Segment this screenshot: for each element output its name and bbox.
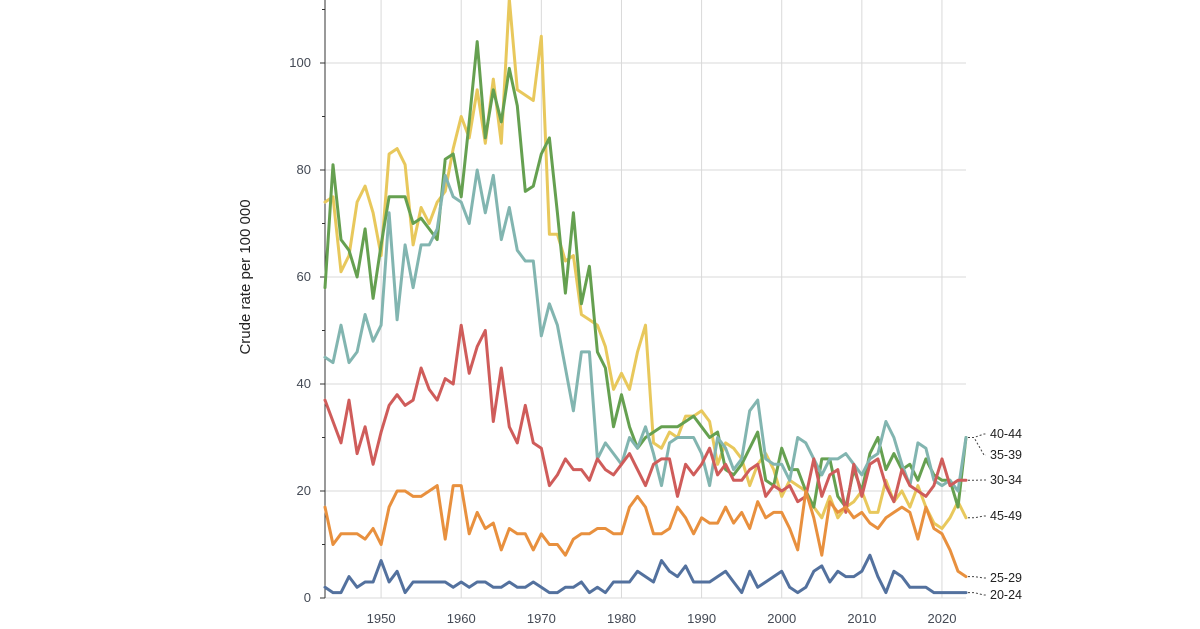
series-line-45-49 [323,0,968,530]
leader-line-45-49 [968,515,986,519]
y-tick-label: 40 [297,376,311,391]
x-tick-label: 1960 [447,611,476,626]
series-label-45-49: 45-49 [990,509,1022,523]
y-tick-label: 20 [297,483,311,498]
leader-line-20-24 [968,592,986,596]
series-label-40-44: 40-44 [990,427,1022,441]
x-tick-label: 2010 [847,611,876,626]
series-label-20-24: 20-24 [990,588,1022,602]
x-tick-label: 1970 [527,611,556,626]
y-tick-label: 100 [289,55,311,70]
series-labels: 45-49 40-44 35-39 30-34 25-29 20-24 [968,427,1022,602]
y-tick-label: 0 [304,590,311,605]
grid [325,0,966,599]
y-tick-label: 80 [297,162,311,177]
x-tick-label: 1990 [687,611,716,626]
series-line-20-24 [323,553,968,595]
axes: 0 20 40 60 80 100 1950 1960 1970 1980 1990 2000 2010… [289,0,956,626]
y-tick-label: 60 [297,269,311,284]
series-line-40-44 [323,40,968,509]
series-label-30-34: 30-34 [990,473,1022,487]
x-tick-label: 2000 [767,611,796,626]
leader-line-35-39 [968,437,986,456]
x-tick-label: 1980 [607,611,636,626]
leader-line-40-44 [968,433,986,438]
series-line-30-34 [323,323,968,514]
series-lines [323,0,968,595]
series-line-25-29 [323,484,968,579]
leader-line-25-29 [968,576,986,579]
series-label-35-39: 35-39 [990,448,1022,462]
series-line-35-39 [323,168,968,493]
x-tick-label: 1950 [367,611,396,626]
series-label-25-29: 25-29 [990,571,1022,585]
y-axis-title: Crude rate per 100 000 [237,199,254,354]
x-tick-label: 2020 [928,611,957,626]
